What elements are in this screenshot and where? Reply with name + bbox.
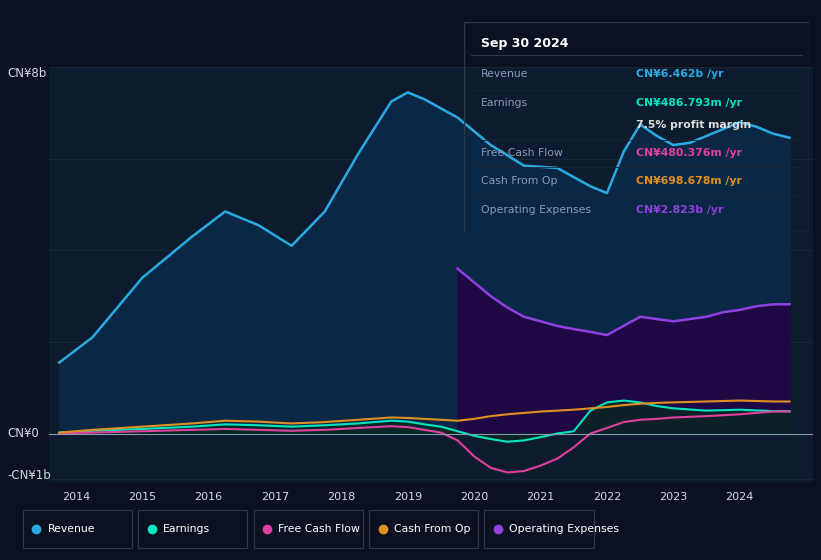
Text: Operating Expenses: Operating Expenses — [481, 206, 591, 216]
Text: Earnings: Earnings — [163, 524, 210, 534]
Text: CN¥8b: CN¥8b — [7, 67, 47, 80]
Text: -CN¥1b: -CN¥1b — [7, 469, 51, 482]
Text: CN¥6.462b /yr: CN¥6.462b /yr — [636, 69, 724, 79]
Text: 7.5% profit margin: 7.5% profit margin — [636, 120, 751, 130]
Text: Free Cash Flow: Free Cash Flow — [278, 524, 360, 534]
Text: CN¥698.678m /yr: CN¥698.678m /yr — [636, 176, 742, 186]
Text: CN¥0: CN¥0 — [7, 427, 39, 440]
Text: Earnings: Earnings — [481, 98, 528, 108]
Text: Cash From Op: Cash From Op — [481, 176, 557, 186]
Text: Free Cash Flow: Free Cash Flow — [481, 148, 563, 157]
Text: Operating Expenses: Operating Expenses — [509, 524, 619, 534]
Text: Revenue: Revenue — [481, 69, 529, 79]
Text: CN¥486.793m /yr: CN¥486.793m /yr — [636, 98, 742, 108]
Text: Cash From Op: Cash From Op — [394, 524, 470, 534]
Text: CN¥480.376m /yr: CN¥480.376m /yr — [636, 148, 742, 157]
Text: Revenue: Revenue — [48, 524, 95, 534]
Text: CN¥2.823b /yr: CN¥2.823b /yr — [636, 206, 723, 216]
Text: Sep 30 2024: Sep 30 2024 — [481, 37, 569, 50]
